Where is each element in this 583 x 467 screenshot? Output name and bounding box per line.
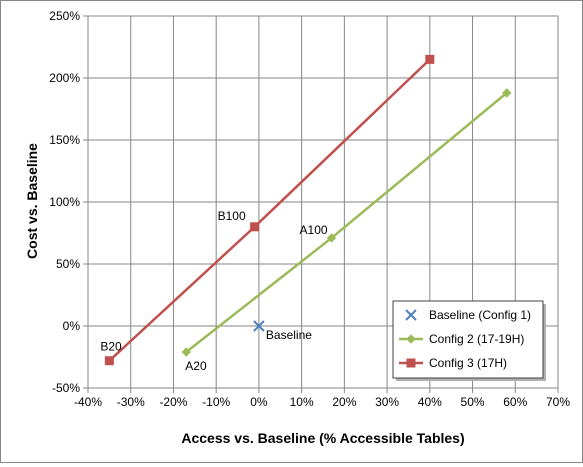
series-3: [104, 54, 435, 366]
data-label: B20: [100, 340, 122, 354]
legend-marker: [406, 334, 416, 344]
x-tick-label: 20%: [332, 395, 356, 409]
x-tick-label: -30%: [117, 395, 145, 409]
x-tick-label: 50%: [461, 395, 485, 409]
marker-stroke: [405, 309, 417, 321]
series-2: [181, 88, 512, 357]
x-tick-label: 60%: [503, 395, 527, 409]
x-tick-label: 10%: [290, 395, 314, 409]
y-tick-label: 150%: [49, 133, 80, 147]
label-layer: Baseline A20 A100 B20 B100: [100, 209, 328, 373]
axis-layer: -40% -30% -20% -10% 0% 10% 20% 30% 40% 50% 60% 70% -…: [49, 9, 570, 409]
x-axis-title: Access vs. Baseline (% Accessible Tables…: [181, 430, 464, 446]
data-label: B100: [218, 209, 246, 223]
x-tick-label: -40%: [74, 395, 102, 409]
legend-item: Baseline (Config 1): [405, 308, 531, 322]
data-label: A20: [185, 359, 207, 373]
y-tick-label: 50%: [56, 257, 80, 271]
legend-marker: [406, 358, 416, 368]
marker-stroke: [253, 320, 265, 332]
x-tick-label: 0%: [250, 395, 268, 409]
data-point: [326, 233, 337, 243]
y-tick-label: -50%: [52, 381, 80, 395]
series-1: [253, 320, 265, 332]
x-tick-label: -20%: [159, 395, 187, 409]
legend-item: Config 3 (17H): [399, 356, 507, 370]
data-point: [250, 222, 260, 232]
y-tick-label: 200%: [49, 71, 80, 85]
legend-label: Config 3 (17H): [429, 356, 507, 370]
data-label: Baseline: [266, 328, 312, 342]
y-tick-label: 100%: [49, 195, 80, 209]
data-point: [104, 356, 114, 366]
data-point: [502, 88, 512, 98]
x-tick-label: 70%: [546, 395, 570, 409]
legend-label: Baseline (Config 1): [429, 308, 531, 322]
y-axis-title: Cost vs. Baseline: [24, 143, 40, 259]
legend-marker: [405, 309, 417, 321]
data-label: A100: [300, 223, 328, 237]
legend-label: Config 2 (17-19H): [429, 332, 524, 346]
data-point: [253, 320, 265, 332]
x-tick-label: 40%: [418, 395, 442, 409]
x-tick-label: -10%: [202, 395, 230, 409]
y-tick-label: 0%: [63, 319, 81, 333]
y-tick-label: 250%: [49, 9, 80, 23]
legend-item: Config 2 (17-19H): [399, 332, 524, 346]
data-point: [181, 347, 191, 357]
data-point: [425, 54, 435, 64]
series-layer: [104, 54, 512, 366]
series-line: [108, 58, 431, 362]
legend: Baseline (Config 1) Config 2 (17-19H) Conf…: [392, 300, 546, 381]
x-tick-label: 30%: [375, 395, 399, 409]
